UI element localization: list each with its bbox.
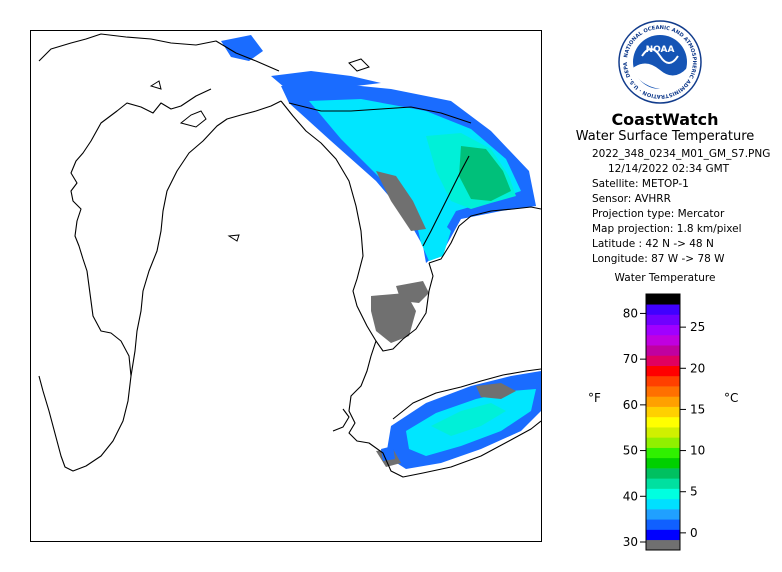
manitoulin-shore: [288, 102, 472, 124]
latitude: Latitude : 42 N -> 48 N: [592, 238, 714, 250]
svg-text:NOAA: NOAA: [646, 45, 675, 55]
colorbar-band: [646, 498, 680, 510]
satellite: Satellite: METOP-1: [592, 178, 689, 190]
colorbar-band: [646, 478, 680, 489]
colorbar-band: [646, 468, 680, 479]
colorbar-band: [646, 355, 680, 366]
datetime: 12/14/2022 02:34 GMT: [608, 163, 730, 175]
coastlines: [38, 33, 541, 478]
noaa-logo: NOAA NATIONAL OCEANIC AND ATMOSPHERIC AD…: [618, 20, 702, 104]
colorbar-frame: [645, 293, 681, 551]
fahrenheit-tick-label: 30: [623, 535, 638, 549]
celsius-tick-label: 20: [690, 361, 705, 375]
erie-cloud-1: [476, 383, 516, 399]
thumb-shore: [348, 340, 541, 478]
colorbar-band: [646, 437, 680, 448]
north-channel: [271, 71, 381, 93]
fahrenheit-tick-label: 60: [623, 398, 638, 412]
fahrenheit-tick-label: 50: [623, 444, 638, 458]
colorbar-band: [646, 334, 680, 346]
filename: 2022_348_0234_M01_GM_S7.PNG: [592, 148, 771, 160]
colorbar-band: [646, 396, 680, 407]
ontario-shore: [428, 206, 541, 264]
colorbar-band: [646, 416, 680, 428]
colorbar-band: [646, 509, 680, 520]
colorbar-band: [646, 519, 680, 530]
celsius-tick-label: 25: [690, 320, 705, 334]
longitude: Longitude: 87 W -> 78 W: [592, 253, 725, 265]
colorbar-band: [646, 375, 680, 387]
fahrenheit-tick-label: 80: [623, 306, 638, 320]
colorbar-band: [646, 345, 680, 356]
colorbar-band: [646, 314, 680, 326]
island-1: [179, 110, 207, 128]
fahrenheit-tick-label: 40: [623, 489, 638, 503]
colorbar-band: [646, 324, 680, 336]
island-4: [149, 80, 162, 90]
info-panel: NOAA NATIONAL OCEANIC AND ATMOSPHERIC AD…: [548, 0, 782, 572]
celsius-tick-label: 15: [690, 402, 705, 416]
colorbar-band: [646, 365, 680, 377]
colorbar-band: [646, 294, 680, 305]
brand-title: CoastWatch: [611, 110, 719, 129]
upper-peninsula-shore: [38, 33, 280, 72]
colorbar-band: [646, 539, 680, 551]
lake-huron-green: [459, 146, 511, 201]
map-canvas: [38, 33, 541, 478]
sensor: Sensor: AVHRR: [592, 193, 671, 205]
bruce-peninsula: [422, 155, 470, 247]
lake-erie-sst: [376, 371, 541, 469]
fahrenheit-unit: °F: [588, 391, 601, 405]
colorbar-band: [646, 386, 680, 397]
colorbar-band: [646, 529, 680, 541]
celsius-tick-label: 5: [690, 485, 698, 499]
island-2: [227, 234, 240, 242]
colorbar-band: [646, 447, 680, 459]
erie-north-shore: [392, 368, 541, 420]
celsius-tick-label: 10: [690, 444, 705, 458]
lake-huron-sst: [221, 35, 536, 343]
legend-title: Water Temperature: [614, 272, 716, 284]
detroit-river-shore: [332, 408, 350, 432]
product-title: Water Surface Temperature: [575, 129, 755, 144]
celsius-unit: °C: [724, 391, 738, 405]
colorbar-band: [646, 457, 680, 469]
thumb-cloud: [396, 281, 429, 303]
st-marys-water: [221, 35, 263, 61]
colorbar-band: [646, 427, 680, 438]
lake-erie-aqua: [431, 403, 506, 436]
huron-cloud-2: [371, 293, 416, 343]
island-3: [348, 58, 370, 72]
colorbar-band: [646, 488, 680, 500]
colorbar-band: [646, 304, 680, 315]
celsius-tick-label: 30: [690, 290, 705, 293]
lower-peninsula-west-shore: [130, 100, 282, 377]
lower-peninsula-east-shore: [280, 100, 434, 352]
fahrenheit-tick-label: 70: [623, 352, 638, 366]
sst-map: [30, 30, 542, 542]
huron-cloud-1: [376, 171, 426, 231]
colorbar-band: [646, 406, 680, 418]
celsius-tick-label: 0: [690, 526, 698, 540]
islands: [149, 58, 370, 242]
lake-michigan-shore: [38, 88, 212, 472]
map-projection: Map projection: 1.8 km/pixel: [592, 223, 742, 235]
projection-type: Projection type: Mercator: [592, 208, 725, 220]
